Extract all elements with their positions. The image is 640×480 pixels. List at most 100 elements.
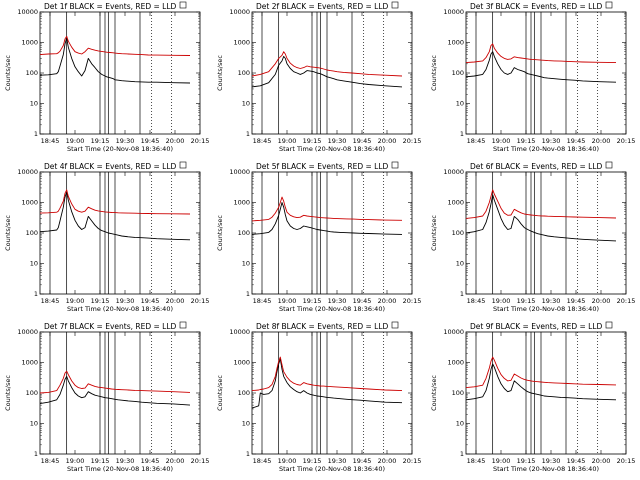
x-tick-label: 20:00 — [166, 297, 185, 305]
x-tick-label: 20:15 — [191, 297, 210, 305]
y-tick-label: 1000 — [447, 359, 464, 367]
chart-title: Det 4f BLACK = Events, RED = LLD — [44, 162, 177, 171]
chart-title: Det 9f BLACK = Events, RED = LLD — [470, 322, 603, 331]
y-tick-label: 100 — [26, 69, 38, 77]
lld-series-line — [465, 189, 617, 219]
chart-panel-1: Det 1f BLACK = Events, RED = LLD 1 10 100 10… — [4, 1, 209, 153]
y-axis-label: Counts/sec — [4, 375, 12, 411]
x-tick-label: 20:00 — [592, 137, 611, 145]
y-tick-label: 100 — [238, 69, 250, 77]
y-tick-label: 10000 — [229, 8, 250, 16]
plot-frame — [39, 331, 201, 455]
x-axis-label: Start Time (20-Nov-08 18:36:40) — [493, 305, 599, 313]
y-tick-label: 10000 — [17, 328, 38, 336]
events-series-line — [251, 202, 403, 235]
chart-title: Det 2f BLACK = Events, RED = LLD — [256, 2, 389, 11]
legend-box — [605, 321, 613, 329]
y-tick-label: 10000 — [229, 328, 250, 336]
plot-frame — [465, 331, 627, 455]
y-tick-label: 100 — [26, 229, 38, 237]
x-axis-label: Start Time (20-Nov-08 18:36:40) — [493, 465, 599, 473]
x-tick-label: 19:15 — [303, 137, 322, 145]
y-tick-label: 100 — [238, 229, 250, 237]
legend-box — [391, 161, 399, 169]
x-tick-label: 20:15 — [191, 457, 210, 465]
y-tick-label: 1000 — [21, 39, 38, 47]
events-series-line — [465, 51, 617, 83]
y-tick-label: 1000 — [21, 359, 38, 367]
x-tick-label: 19:30 — [116, 297, 135, 305]
chart-title: Det 3f BLACK = Events, RED = LLD — [470, 2, 603, 11]
plot-frame — [251, 171, 413, 295]
x-tick-label: 19:45 — [567, 457, 586, 465]
x-tick-label: 20:15 — [617, 457, 636, 465]
x-tick-label: 19:45 — [567, 297, 586, 305]
events-series-line — [465, 363, 617, 401]
x-axis-label: Start Time (20-Nov-08 18:36:40) — [67, 305, 173, 313]
x-tick-label: 19:45 — [141, 297, 160, 305]
legend-box — [179, 1, 187, 9]
legend-box — [391, 321, 399, 329]
y-tick-label: 10 — [242, 420, 250, 428]
x-tick-label: 19:45 — [353, 297, 372, 305]
x-axis-label: Start Time (20-Nov-08 18:36:40) — [67, 145, 173, 153]
x-tick-label: 19:15 — [91, 137, 110, 145]
x-tick-label: 19:00 — [66, 297, 85, 305]
lld-series-line — [39, 35, 191, 56]
y-tick-label: 10 — [456, 260, 464, 268]
y-tick-label: 10000 — [443, 8, 464, 16]
x-tick-label: 19:30 — [542, 297, 561, 305]
y-tick-label: 1 — [460, 450, 464, 458]
x-tick-label: 18:45 — [253, 457, 272, 465]
plot-frame — [465, 171, 627, 295]
legend-box — [605, 1, 613, 9]
lld-series-line — [251, 51, 403, 77]
y-axis-label: Counts/sec — [4, 215, 12, 251]
y-tick-label: 100 — [26, 389, 38, 397]
chart-panel-6: Det 6f BLACK = Events, RED = LLD 1 10 100 10… — [430, 161, 635, 313]
y-tick-label: 1 — [246, 290, 250, 298]
lld-series-line — [39, 189, 191, 215]
legend-box — [605, 161, 613, 169]
x-axis-label: Start Time (20-Nov-08 18:36:40) — [279, 465, 385, 473]
events-series-line — [39, 191, 191, 241]
chart-title: Det 8f BLACK = Events, RED = LLD — [256, 322, 389, 331]
chart-panel-2: Det 2f BLACK = Events, RED = LLD 1 10 100 10… — [216, 1, 421, 153]
y-tick-label: 100 — [238, 389, 250, 397]
x-tick-label: 19:00 — [66, 457, 85, 465]
y-tick-label: 10000 — [17, 8, 38, 16]
y-axis-label: Counts/sec — [216, 215, 224, 251]
y-tick-label: 1000 — [447, 39, 464, 47]
y-tick-label: 1000 — [21, 199, 38, 207]
x-tick-label: 19:45 — [353, 457, 372, 465]
lld-series-line — [251, 196, 403, 222]
x-tick-label: 18:45 — [253, 137, 272, 145]
chart-title: Det 6f BLACK = Events, RED = LLD — [470, 162, 603, 171]
plot-frame — [39, 171, 201, 295]
chart-title: Det 7f BLACK = Events, RED = LLD — [44, 322, 177, 331]
chart-panel-9: Det 9f BLACK = Events, RED = LLD 1 10 100 10… — [430, 321, 636, 473]
lld-series-line — [39, 370, 191, 394]
x-axis-label: Start Time (20-Nov-08 18:36:40) — [67, 465, 173, 473]
y-axis-label: Counts/sec — [216, 375, 224, 411]
y-tick-label: 1 — [34, 450, 38, 458]
x-tick-label: 19:15 — [517, 137, 536, 145]
y-tick-label: 1000 — [447, 199, 464, 207]
x-tick-label: 18:45 — [41, 297, 60, 305]
events-series-line — [39, 37, 191, 84]
chart-panel-3: Det 3f BLACK = Events, RED = LLD 1 10 100 10… — [430, 1, 636, 153]
y-axis-label: Counts/sec — [430, 375, 438, 411]
x-tick-label: 20:15 — [617, 137, 636, 145]
x-tick-label: 19:30 — [328, 457, 347, 465]
y-tick-label: 10 — [30, 100, 38, 108]
x-tick-label: 19:00 — [278, 457, 297, 465]
x-tick-label: 19:15 — [91, 297, 110, 305]
x-tick-label: 19:00 — [492, 457, 511, 465]
x-tick-label: 20:00 — [378, 137, 397, 145]
x-tick-label: 20:00 — [166, 457, 185, 465]
y-tick-label: 10 — [30, 420, 38, 428]
plot-frame — [465, 11, 627, 135]
x-axis-label: Start Time (20-Nov-08 18:36:40) — [279, 145, 385, 153]
y-tick-label: 10000 — [17, 168, 38, 176]
